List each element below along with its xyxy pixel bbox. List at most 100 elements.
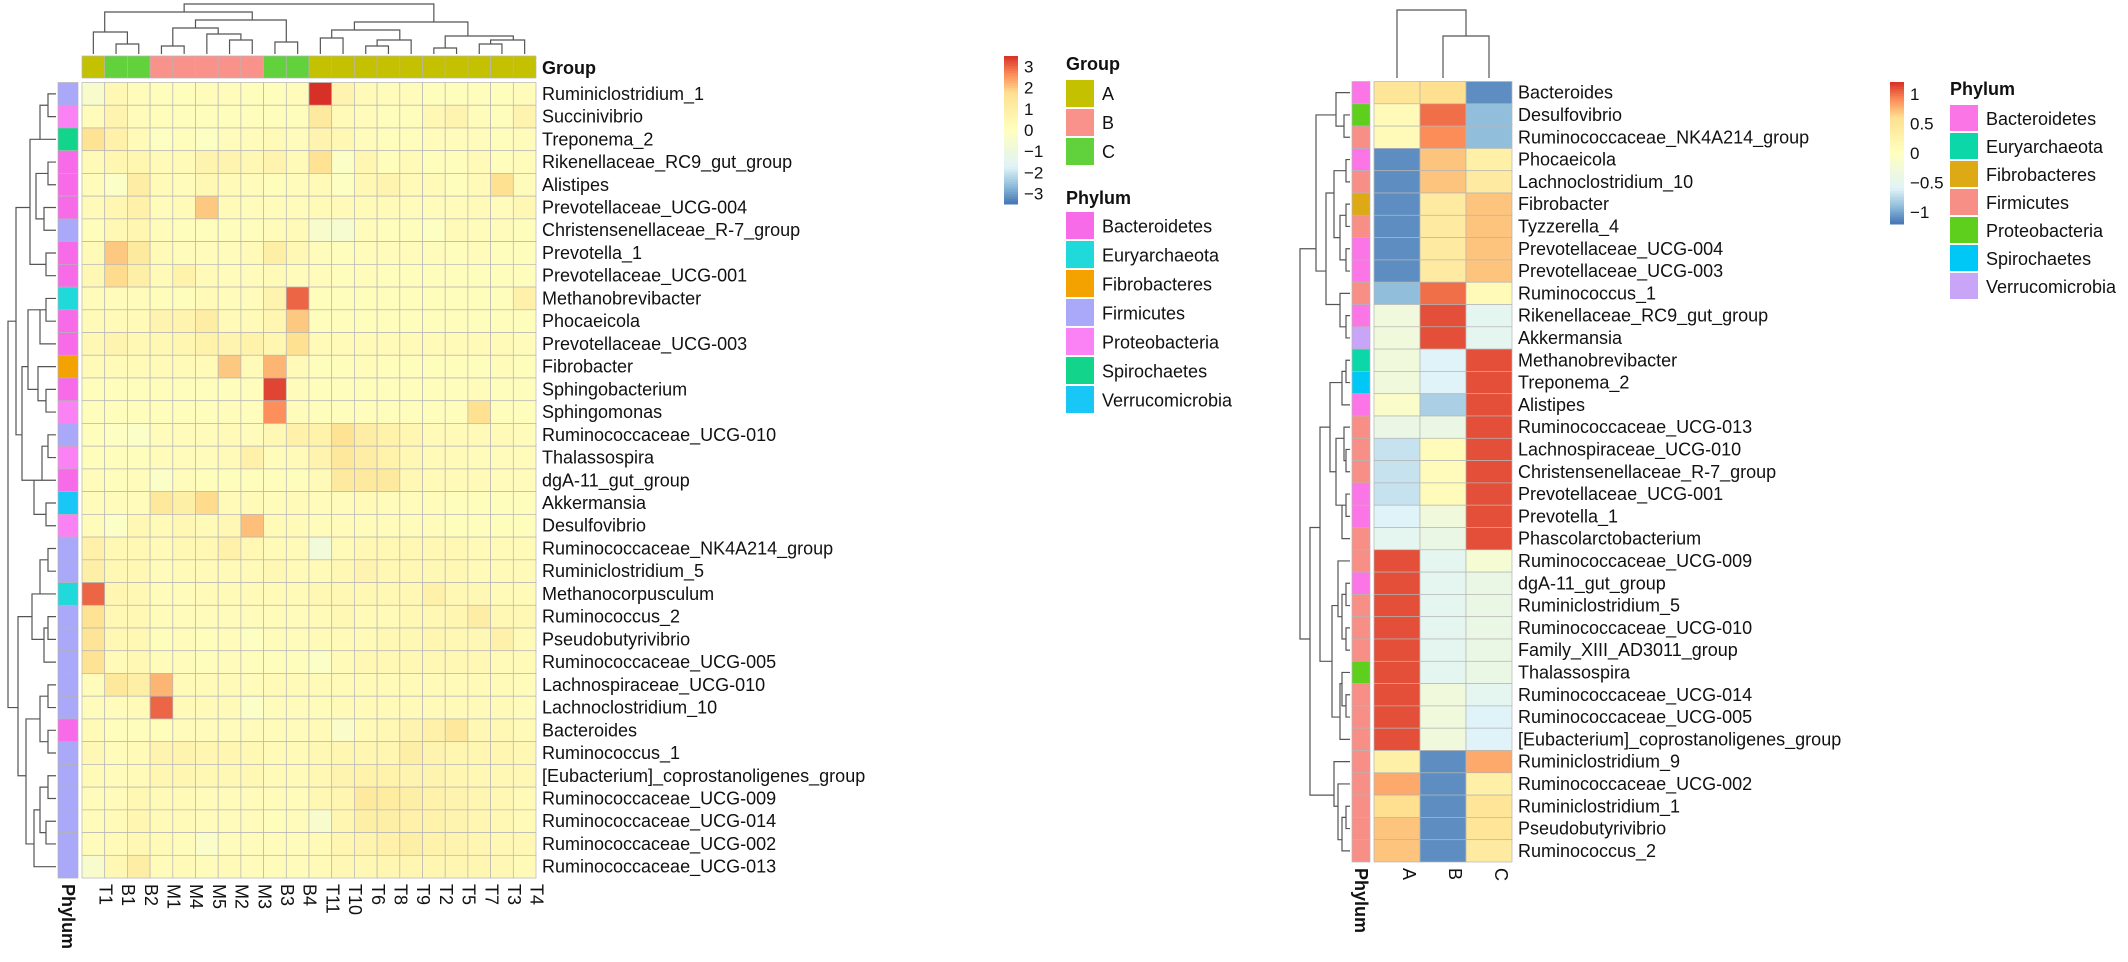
heatmap-cell xyxy=(308,627,333,652)
heatmap-cell xyxy=(240,786,264,811)
heatmap-cell xyxy=(217,604,242,629)
heatmap-cell xyxy=(104,309,128,333)
group-legend-swatch-a xyxy=(1066,80,1094,107)
heatmap-cell xyxy=(81,173,106,197)
group-annotation-cell xyxy=(195,55,219,79)
row-label: Bacteroides xyxy=(542,720,637,740)
colorbar-segment xyxy=(1890,221,1904,225)
left-column-dendrogram-branch xyxy=(92,31,128,54)
colorbar-segment xyxy=(1004,194,1018,198)
colorbar-segment xyxy=(1004,120,1018,124)
row-label: Prevotellaceae_UCG-004 xyxy=(542,198,747,219)
heatmap-cell xyxy=(1373,281,1421,305)
heatmap-cell xyxy=(81,604,106,629)
heatmap-cell xyxy=(104,150,128,174)
heatmap-cell xyxy=(422,104,446,129)
colorbar-segment xyxy=(1890,103,1904,107)
heatmap-cell xyxy=(195,104,219,129)
right-row-dendrogram-branch xyxy=(1325,192,1340,306)
group-annotation-cell xyxy=(399,55,423,79)
heatmap-cell xyxy=(1373,660,1421,684)
heatmap-cell xyxy=(467,377,491,402)
heatmap-cell xyxy=(149,854,174,879)
heatmap-cell xyxy=(331,400,355,424)
heatmap-cell xyxy=(127,673,151,697)
column-label: T5 xyxy=(459,884,479,905)
heatmap-cell xyxy=(1373,460,1421,484)
heatmap-cell xyxy=(285,354,310,379)
row-label: Christensenellaceae_R-7_group xyxy=(1518,462,1776,483)
column-label: T2 xyxy=(436,884,456,905)
colorbar-segment xyxy=(1004,60,1018,64)
heatmap-cell xyxy=(1465,281,1513,305)
row-label: Prevotellaceae_UCG-003 xyxy=(542,334,747,355)
heatmap-cell xyxy=(399,445,423,470)
row-label: Rikenellaceae_RC9_gut_group xyxy=(1518,306,1768,327)
phylum-annotation-cell xyxy=(57,854,79,879)
heatmap-cell xyxy=(285,309,310,333)
row-label: Phascolarctobacterium xyxy=(1518,529,1701,549)
heatmap-cell xyxy=(127,82,151,106)
heatmap-cell xyxy=(104,786,128,811)
heatmap-cell xyxy=(490,695,514,720)
colorbar-segment xyxy=(1004,130,1018,133)
heatmap-cell xyxy=(422,764,446,788)
left-row-dendrogram-branch xyxy=(47,729,56,754)
colorbar-segment xyxy=(1004,149,1018,153)
phylum-annotation-cell xyxy=(1351,192,1371,216)
row-label: Desulfovibrio xyxy=(542,516,646,536)
heatmap-cell xyxy=(512,695,537,720)
phylum-annotation-cell xyxy=(57,309,79,333)
heatmap-cell xyxy=(127,718,151,743)
phylum-annotation-cell xyxy=(57,218,79,242)
phylum-annotation-cell xyxy=(57,173,79,197)
heatmap-cell xyxy=(195,695,219,720)
phylum-annotation-cell xyxy=(1351,616,1371,640)
heatmap-cell xyxy=(512,400,537,424)
heatmap-cell xyxy=(422,536,446,561)
left-row-dendrogram-branch xyxy=(45,502,56,527)
heatmap-cell xyxy=(1465,125,1513,149)
phylum-annotation-cell xyxy=(1351,326,1371,350)
heatmap-cell xyxy=(1419,616,1467,640)
heatmap-cell xyxy=(512,104,537,129)
right-phylum-legend-title: Phylum xyxy=(1950,79,2015,99)
heatmap-cell xyxy=(285,809,310,833)
heatmap-cell xyxy=(444,627,469,652)
right-row-dendrogram-branch xyxy=(1343,426,1350,462)
heatmap-cell xyxy=(149,127,174,152)
group-annotation-cell xyxy=(422,55,446,79)
heatmap-cell xyxy=(490,604,514,629)
heatmap-cell xyxy=(490,354,514,379)
colorbar-tick-label: −3 xyxy=(1024,184,1043,203)
heatmap-cell xyxy=(104,491,128,515)
phylum-annotation-cell xyxy=(57,195,79,220)
heatmap-cell xyxy=(240,286,264,311)
heatmap-cell xyxy=(490,491,514,515)
phylum-annotation-cell xyxy=(57,650,79,674)
heatmap-cell xyxy=(1373,727,1421,751)
heatmap-cell xyxy=(240,263,264,288)
heatmap-cell xyxy=(127,832,151,856)
colorbar-segment xyxy=(1890,143,1904,147)
heatmap-cell xyxy=(240,127,264,152)
left-row-dendrogram-branch xyxy=(39,786,48,834)
heatmap-cell xyxy=(376,82,401,106)
heatmap-cell xyxy=(331,650,355,674)
colorbar-segment xyxy=(1890,93,1904,97)
heatmap-cell xyxy=(195,286,219,311)
heatmap-cell xyxy=(81,514,106,538)
colorbar-segment xyxy=(1890,200,1904,204)
heatmap-cell xyxy=(285,218,310,242)
heatmap-cell xyxy=(308,514,333,538)
column-label: T4 xyxy=(527,884,547,905)
heatmap-cell xyxy=(467,82,491,106)
colorbar-segment xyxy=(1004,139,1018,143)
heatmap-cell xyxy=(444,786,469,811)
group-annotation-cell xyxy=(104,55,128,79)
heatmap-cell xyxy=(285,263,310,288)
heatmap-cell xyxy=(467,332,491,356)
heatmap-cell xyxy=(376,695,401,720)
colorbar-segment xyxy=(1890,112,1904,116)
heatmap-cell xyxy=(399,627,423,652)
